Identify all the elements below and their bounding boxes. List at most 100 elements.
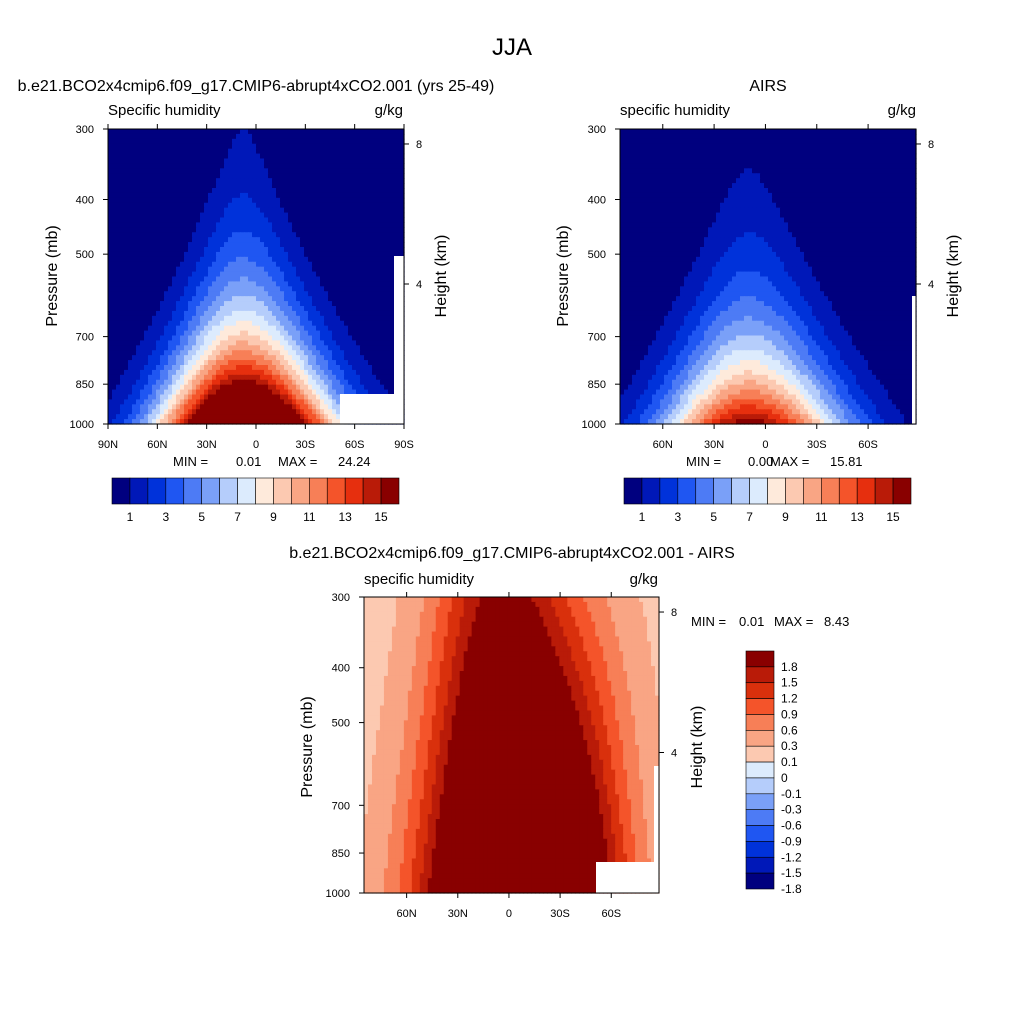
model-cell <box>296 197 301 204</box>
model-cell <box>264 188 269 194</box>
model-cell <box>132 129 137 135</box>
model-cell <box>220 212 225 219</box>
model-cell <box>324 266 329 273</box>
airs-cell <box>896 138 901 145</box>
model-cell <box>160 143 165 150</box>
model-cell <box>260 409 265 415</box>
model-cell <box>356 365 361 371</box>
model-cell <box>248 384 253 391</box>
model-cell <box>152 310 157 317</box>
model-cell <box>308 315 313 322</box>
model-cell <box>236 360 241 366</box>
model-cell <box>176 138 181 145</box>
model-cell <box>364 301 369 307</box>
model-cell <box>148 384 153 391</box>
model-cell <box>372 163 377 169</box>
model-cell <box>112 227 117 233</box>
model-cell <box>292 394 297 401</box>
model-cell <box>184 409 189 415</box>
model-cell <box>296 232 301 238</box>
model-cell <box>120 340 125 346</box>
model-cell <box>232 340 237 346</box>
model-cell <box>256 350 261 356</box>
model-cell <box>284 143 289 150</box>
airs-cell <box>740 158 745 165</box>
model-cell <box>140 389 145 396</box>
model-cell <box>300 394 305 401</box>
model-cell <box>300 306 305 312</box>
model-cell <box>124 360 129 366</box>
model-cell <box>120 168 125 174</box>
model-cell <box>116 266 121 273</box>
model-cell <box>192 301 197 307</box>
model-cell <box>316 237 321 243</box>
model-cell <box>220 315 225 322</box>
model-cell <box>164 374 169 381</box>
model-cell <box>140 256 145 263</box>
model-cell <box>280 251 285 258</box>
model-cell <box>380 325 385 332</box>
model-cell <box>260 301 265 307</box>
model-cell <box>144 345 149 351</box>
model-cell <box>188 296 193 302</box>
model-cell <box>188 178 193 184</box>
model-cell <box>304 394 309 401</box>
model-cell <box>360 276 365 283</box>
model-cell <box>176 242 181 248</box>
model-cell <box>124 133 129 140</box>
model-cell <box>328 414 333 420</box>
model-cell <box>336 310 341 317</box>
model-cell <box>224 340 229 346</box>
model-cell <box>112 178 117 184</box>
airs-cell <box>860 143 865 150</box>
model-cell <box>244 291 249 297</box>
model-cell <box>172 409 177 415</box>
model-cell <box>364 369 369 376</box>
model-cell <box>256 183 261 189</box>
model-cell <box>156 153 161 160</box>
model-cell <box>308 212 313 219</box>
model-cell <box>228 251 233 258</box>
model-cell <box>268 153 273 160</box>
model-cell <box>128 276 133 283</box>
model-cell <box>260 419 265 425</box>
model-cell <box>140 188 145 194</box>
model-cell <box>176 330 181 337</box>
model-x-axis: 90N 60N 30N 0 30S 60S 90S <box>98 124 414 451</box>
airs-cell <box>864 129 869 135</box>
model-cell <box>224 414 229 420</box>
model-cell <box>368 379 373 386</box>
model-cell <box>276 251 281 258</box>
model-cell <box>228 168 233 174</box>
model-cell <box>232 192 237 199</box>
airs-cell <box>840 133 845 140</box>
model-cell <box>388 163 393 169</box>
model-cell <box>316 192 321 199</box>
airs-cell <box>856 153 861 160</box>
model-cell <box>124 138 129 145</box>
model-cell <box>168 188 173 194</box>
model-cell <box>252 281 257 287</box>
model-cell <box>220 173 225 179</box>
model-cell <box>232 291 237 297</box>
model-cell <box>244 320 249 327</box>
airs-cell <box>892 148 897 155</box>
airs-cell <box>904 138 909 145</box>
model-cell <box>288 419 293 425</box>
model-cell <box>328 247 333 253</box>
model-cell <box>288 330 293 337</box>
model-ytick-label: 1000 <box>70 419 94 431</box>
model-cell <box>200 296 205 302</box>
airs-cell <box>636 129 641 135</box>
model-cell <box>276 340 281 346</box>
model-cell <box>388 237 393 243</box>
model-cell <box>352 148 357 155</box>
model-cell <box>268 242 273 248</box>
model-cell <box>316 153 321 160</box>
model-cell <box>248 419 253 425</box>
airs-cell <box>876 143 881 150</box>
model-cell <box>348 296 353 302</box>
model-cell <box>288 202 293 209</box>
model-cell <box>180 345 185 351</box>
model-cell <box>112 360 117 366</box>
